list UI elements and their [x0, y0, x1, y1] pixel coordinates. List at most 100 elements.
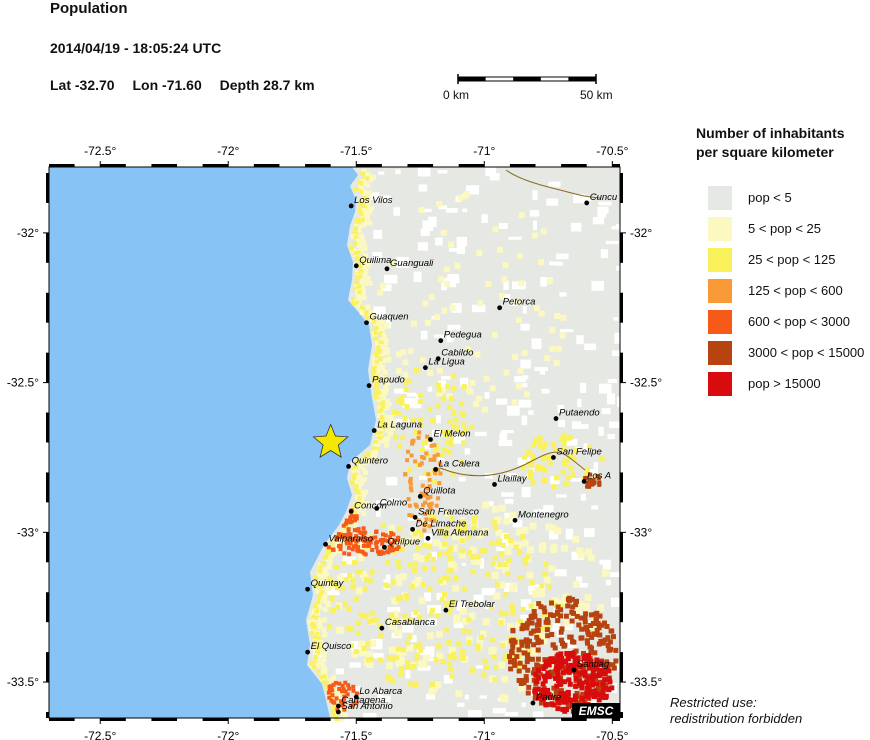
population-cell [402, 371, 409, 378]
population-cell [378, 331, 383, 336]
population-cell [400, 349, 406, 356]
population-cell [508, 659, 513, 665]
population-cell [410, 441, 415, 446]
population-cell [471, 600, 479, 608]
population-cell [411, 320, 417, 327]
population-cell [561, 544, 569, 552]
no-data-patch [570, 478, 584, 482]
no-data-patch [460, 377, 469, 387]
population-cell [524, 659, 530, 665]
population-cell [350, 547, 355, 552]
population-cell [427, 502, 431, 507]
population-cell [440, 229, 447, 236]
population-cell [498, 581, 506, 589]
population-cell [385, 675, 391, 681]
no-data-patch [598, 426, 604, 436]
population-cell [345, 520, 350, 525]
lon-tick-label: -70.5° [596, 729, 628, 740]
population-cell [383, 538, 388, 543]
population-cell [611, 634, 616, 640]
frame-segment [253, 718, 280, 721]
population-cell [364, 215, 370, 221]
population-cell [386, 401, 392, 407]
no-data-patch [456, 600, 466, 611]
population-cell [359, 545, 367, 553]
population-cell [387, 618, 395, 625]
population-cell [589, 612, 594, 618]
population-cell [566, 677, 572, 683]
no-data-patch [441, 375, 451, 380]
population-cell [541, 605, 547, 611]
population-cell [613, 658, 619, 664]
frame-segment [612, 164, 620, 167]
population-cell [379, 351, 385, 357]
no-data-patch [617, 396, 627, 408]
city-label: Papudo [372, 375, 405, 386]
population-cell [589, 634, 595, 640]
population-cell [351, 297, 356, 302]
population-cell [374, 617, 379, 623]
population-cell [416, 529, 422, 534]
population-cell [363, 259, 369, 264]
population-cell [385, 398, 391, 404]
population-cell [363, 268, 369, 274]
population-cell [363, 577, 369, 583]
population-cell [544, 355, 551, 362]
population-cell [373, 535, 378, 540]
frame-segment [46, 292, 49, 323]
population-cell [359, 310, 365, 315]
population-cell [413, 531, 419, 537]
population-cell [469, 424, 475, 430]
population-cell [381, 532, 385, 537]
population-cell [422, 511, 427, 516]
population-cell [597, 671, 603, 677]
population-cell [356, 545, 360, 550]
population-cell [318, 570, 322, 574]
population-cell [351, 234, 356, 240]
population-cell [355, 300, 359, 305]
population-cell [577, 551, 585, 559]
frame-segment [100, 718, 126, 721]
population-cell [367, 541, 372, 546]
population-cell [432, 457, 437, 462]
population-cell [374, 384, 379, 389]
population-cell [356, 490, 361, 495]
population-cell [337, 687, 342, 691]
population-cell [581, 651, 586, 656]
population-cell [548, 669, 554, 675]
population-cell [322, 555, 327, 560]
population-cell [373, 336, 378, 341]
population-cell [353, 487, 358, 492]
population-cell [377, 551, 382, 556]
population-cell [315, 650, 319, 655]
legend-label: 3000 < pop < 15000 [748, 345, 865, 360]
population-cell [604, 667, 610, 673]
population-cell [465, 386, 472, 393]
city-label: Guaquen [370, 312, 409, 323]
population-cell [408, 479, 413, 484]
population-cell [532, 602, 540, 610]
population-cell [314, 609, 319, 614]
population-cell [365, 182, 371, 188]
population-cell [359, 189, 364, 194]
population-cell [555, 666, 560, 672]
population-cell [395, 646, 401, 652]
frame-segment [202, 718, 229, 721]
no-data-patch [453, 621, 464, 628]
population-cell [589, 478, 594, 483]
population-cell [510, 644, 516, 650]
population-cell [483, 664, 488, 670]
population-cell [545, 523, 553, 531]
population-cell [368, 174, 374, 180]
population-cell [318, 649, 324, 655]
population-cell [374, 359, 379, 364]
population-cell [386, 539, 391, 544]
population-cell [413, 561, 418, 567]
population-cell [389, 622, 397, 630]
frame-segment [620, 472, 623, 503]
no-data-patch [437, 170, 448, 174]
population-cell [546, 662, 552, 668]
population-cell [361, 241, 367, 247]
population-cell [411, 438, 416, 443]
population-cell [522, 650, 528, 656]
